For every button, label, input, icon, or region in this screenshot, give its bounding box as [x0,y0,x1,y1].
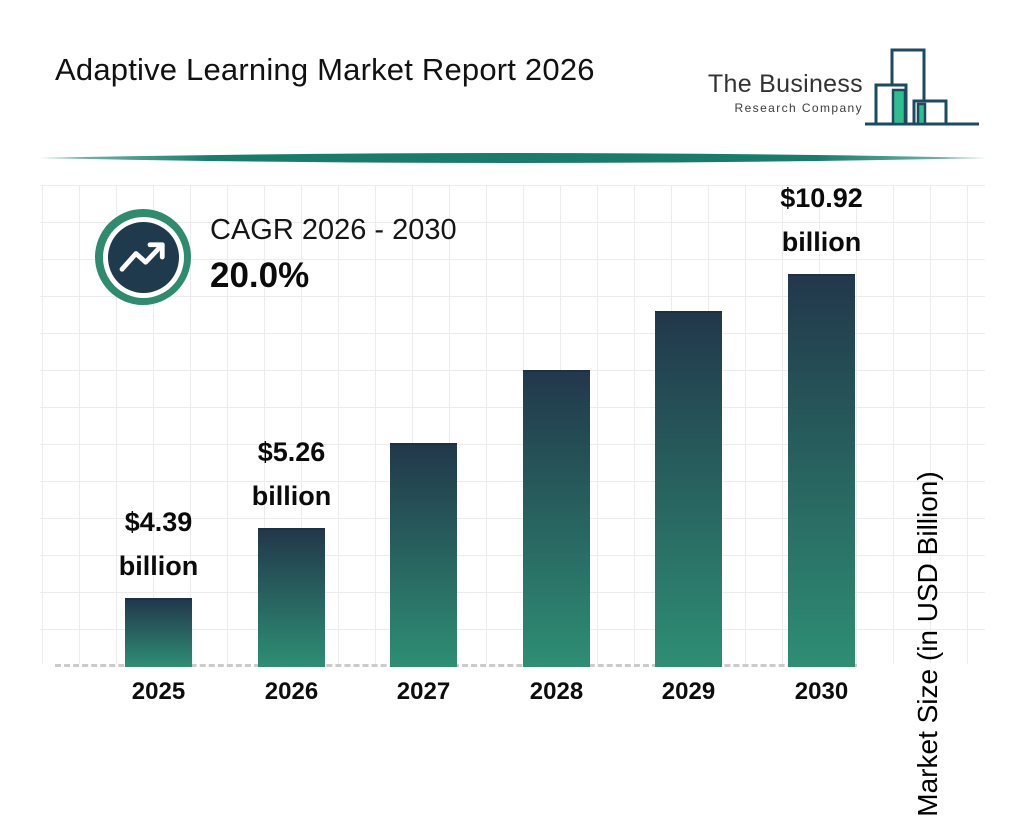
x-tick-2029: 2029 [661,678,716,705]
logo-name: The Business [707,70,863,98]
x-tick-2026: 2026 [264,678,319,705]
trending-up-icon [107,221,179,293]
bar-slot-2030: $10.92 billion 2030 [780,183,863,720]
x-tick-2030: 2030 [794,678,849,705]
x-tick-2025: 2025 [131,678,186,705]
cagr-badge [95,209,191,305]
divider [38,151,988,165]
cagr-label: CAGR 2026 - 2030 [210,214,457,246]
bar-2028 [523,370,590,667]
bar-2030 [788,274,855,667]
bar-slot-2029: 2029 [655,185,722,720]
cagr-value: 20.0% [210,256,310,295]
bar-value-label-2025: $4.39 billion [118,507,199,581]
bar-2027 [390,443,457,667]
infographic-root: Adaptive Learning Market Report 2026 The… [0,38,1024,817]
x-tick-2027: 2027 [396,678,451,705]
bar-value-label-2030: $10.92 billion [780,183,863,257]
chart: $4.39 billion 2025 $5.26 billion 2026 2027 2028… [0,183,1024,817]
bar-slot-2028: 2028 [523,185,590,720]
bar-slot-2027: 2027 [390,185,457,720]
x-tick-2028: 2028 [529,678,584,705]
bar-value-label-2026: $5.26 billion [251,437,332,511]
bar-slot-2025: $4.39 billion 2025 [119,185,198,720]
cagr-text: CAGR 2026 - 2030 20.0% [210,214,457,296]
cagr-badge-ring [102,216,184,298]
bar-2026 [258,528,325,667]
bar-2029 [655,311,722,667]
page-title: Adaptive Learning Market Report 2026 [55,52,595,87]
company-logo: The Business Research Company [700,38,980,134]
logo-text: The Business Research Company [700,70,863,115]
logo-subname: Research Company [734,101,863,115]
bar-2025 [125,598,192,667]
y-axis-label: Market Size (in USD Billion) [912,471,943,817]
bar-chart-skyline-icon [862,40,982,133]
bar-slot-2026: $5.26 billion 2026 [252,185,331,720]
